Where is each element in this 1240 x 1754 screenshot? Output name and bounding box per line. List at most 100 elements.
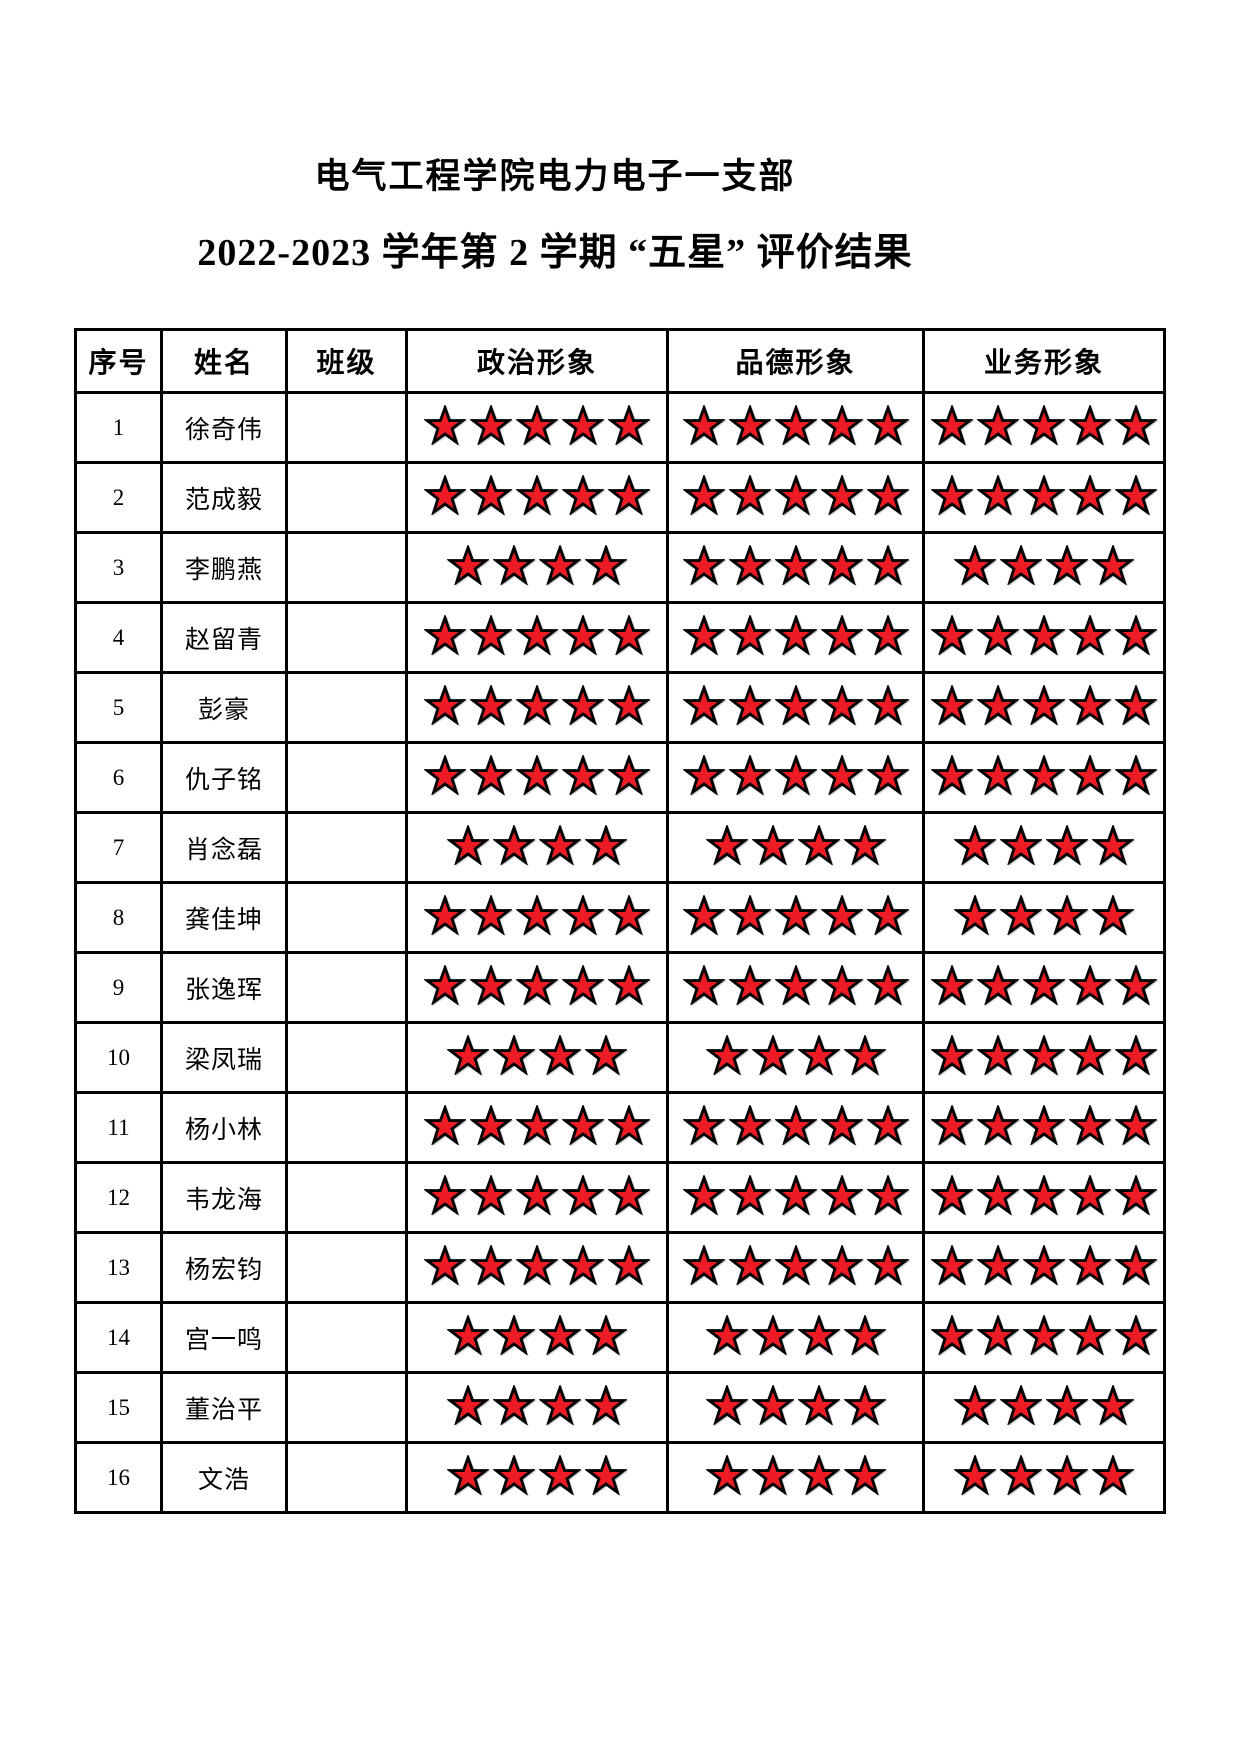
cell-political-rating	[405, 811, 669, 884]
cell-index: 6	[74, 741, 163, 814]
cell-class	[285, 1231, 408, 1304]
star-rating	[954, 895, 1134, 935]
star-rating	[424, 1105, 650, 1145]
cell-class	[285, 1161, 408, 1234]
star-icon	[424, 1105, 466, 1145]
star-icon	[493, 1385, 535, 1425]
star-icon	[470, 895, 512, 935]
star-icon	[931, 965, 973, 1005]
star-icon	[608, 755, 650, 795]
star-icon	[1000, 895, 1042, 935]
star-rating	[682, 545, 909, 585]
star-icon	[470, 1245, 512, 1285]
cell-index: 9	[74, 951, 163, 1024]
star-icon	[447, 825, 489, 865]
cell-moral-rating	[666, 1231, 925, 1304]
star-rating	[682, 615, 909, 655]
star-icon	[1069, 1245, 1111, 1285]
cell-political-rating	[405, 1231, 669, 1304]
star-rating	[931, 475, 1157, 515]
cell-name: 杨小林	[160, 1091, 288, 1164]
star-icon	[424, 895, 466, 935]
cell-index: 5	[74, 671, 163, 744]
star-icon	[728, 545, 771, 585]
table-row: 5 彭豪	[74, 671, 1166, 744]
star-icon	[585, 825, 627, 865]
cell-index: 2	[74, 461, 163, 534]
star-icon	[866, 1105, 909, 1145]
star-rating	[954, 1385, 1134, 1425]
star-icon	[728, 1245, 771, 1285]
cell-moral-rating	[666, 1091, 925, 1164]
table-row: 13 杨宏钧	[74, 1231, 1166, 1304]
star-icon	[516, 1245, 558, 1285]
star-icon	[539, 1035, 581, 1075]
star-rating	[447, 1385, 627, 1425]
cell-political-rating	[405, 741, 669, 814]
table-body: 1 徐奇伟 2 范成毅 3 李鹏燕 4 赵留青 5 彭豪	[74, 391, 1166, 1514]
star-icon	[820, 755, 863, 795]
star-icon	[1115, 475, 1157, 515]
star-rating	[447, 1035, 627, 1075]
star-icon	[1023, 1315, 1065, 1355]
star-icon	[516, 1175, 558, 1215]
star-icon	[954, 1455, 996, 1495]
star-icon	[682, 475, 725, 515]
star-icon	[682, 405, 725, 445]
header-political: 政治形象	[405, 328, 669, 394]
star-rating	[424, 405, 650, 445]
star-icon	[843, 1035, 886, 1075]
star-rating	[424, 965, 650, 1005]
cell-business-rating	[922, 811, 1166, 884]
cell-class	[285, 531, 408, 604]
cell-moral-rating	[666, 1371, 925, 1444]
table-row: 16 文浩	[74, 1441, 1166, 1514]
star-rating	[705, 1455, 886, 1495]
star-icon	[424, 1245, 466, 1285]
cell-class	[285, 461, 408, 534]
star-icon	[1069, 755, 1111, 795]
star-rating	[931, 965, 1157, 1005]
star-icon	[728, 1105, 771, 1145]
cell-class	[285, 391, 408, 464]
cell-political-rating	[405, 951, 669, 1024]
star-rating	[954, 1455, 1134, 1495]
table-header-row: 序号 姓名 班级 政治形象 品德形象 业务形象	[74, 328, 1166, 394]
star-icon	[608, 475, 650, 515]
star-rating	[424, 895, 650, 935]
cell-class	[285, 1021, 408, 1094]
star-icon	[1115, 755, 1157, 795]
cell-moral-rating	[666, 881, 925, 954]
star-icon	[931, 755, 973, 795]
star-icon	[470, 1105, 512, 1145]
cell-moral-rating	[666, 951, 925, 1024]
star-icon	[977, 1245, 1019, 1285]
star-icon	[797, 1385, 840, 1425]
star-rating	[424, 1245, 650, 1285]
star-icon	[682, 615, 725, 655]
star-icon	[866, 1175, 909, 1215]
star-icon	[562, 685, 604, 725]
star-icon	[493, 1455, 535, 1495]
star-icon	[954, 545, 996, 585]
cell-class	[285, 1371, 408, 1444]
star-rating	[682, 1175, 909, 1215]
star-icon	[1092, 545, 1134, 585]
table-row: 12 韦龙海	[74, 1161, 1166, 1234]
star-icon	[728, 1175, 771, 1215]
star-icon	[608, 895, 650, 935]
star-icon	[820, 685, 863, 725]
cell-class	[285, 601, 408, 674]
star-icon	[562, 1245, 604, 1285]
star-icon	[797, 1035, 840, 1075]
cell-name: 梁凤瑞	[160, 1021, 288, 1094]
star-icon	[774, 405, 817, 445]
star-icon	[866, 405, 909, 445]
star-rating	[682, 895, 909, 935]
cell-index: 1	[74, 391, 163, 464]
star-icon	[608, 965, 650, 1005]
star-icon	[954, 895, 996, 935]
star-icon	[516, 1105, 558, 1145]
star-icon	[705, 1315, 748, 1355]
cell-business-rating	[922, 1441, 1166, 1514]
